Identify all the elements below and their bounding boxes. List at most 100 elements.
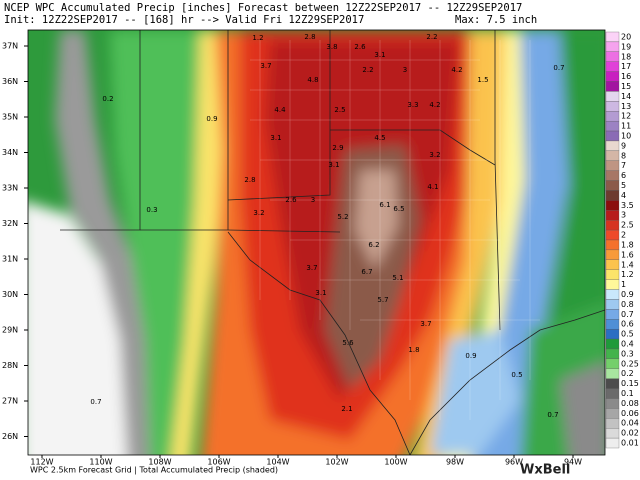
map-value: 2.5 — [334, 106, 345, 114]
colorbar-swatch — [605, 259, 620, 270]
colorbar-label: 5 — [621, 181, 626, 190]
map-value: 3 — [311, 196, 315, 204]
colorbar-label: 17 — [621, 62, 631, 71]
colorbar-label: 0.25 — [621, 359, 639, 368]
colorbar-label: 7 — [621, 161, 626, 170]
map-value: 3.7 — [306, 264, 317, 272]
colorbar-swatch — [605, 418, 620, 429]
map-value: 3.2 — [429, 151, 440, 159]
colorbar-label: 0.15 — [621, 379, 639, 388]
colorbar-label: 0.3 — [621, 349, 634, 358]
colorbar-swatch — [605, 81, 620, 92]
lat-label: 27N — [2, 397, 18, 406]
lat-label: 35N — [2, 113, 18, 122]
colorbar-label: 3.5 — [621, 201, 634, 210]
map-value: 4.2 — [451, 66, 462, 74]
lon-label: 104W — [266, 458, 289, 467]
colorbar-label: 0.5 — [621, 330, 634, 339]
header-line: NCEP WPC Accumulated Precip [inches] For… — [4, 2, 522, 14]
colorbar-swatch — [605, 437, 620, 449]
colorbar-label: 0.08 — [621, 399, 639, 408]
colorbar-label: 20 — [621, 32, 631, 41]
colorbar-label: 3 — [621, 211, 626, 220]
colorbar-swatch — [605, 348, 620, 360]
map-value: 3.1 — [270, 134, 281, 142]
map-value: 2.8 — [244, 176, 255, 184]
map-value: 3.1 — [374, 51, 385, 59]
map-value: 1.8 — [408, 346, 419, 354]
colorbar-label: 12 — [621, 112, 631, 121]
map-value: 6.5 — [393, 205, 404, 213]
colorbar-swatch — [605, 269, 620, 280]
colorbar-swatch — [605, 91, 620, 102]
logo: WxBell — [520, 463, 570, 478]
map-value: 2.6 — [285, 196, 297, 204]
header-line: Init: 12Z22SEP2017 -- [168] hr --> Valid… — [4, 14, 364, 26]
map-value: 0.9 — [206, 115, 217, 123]
colorbar-swatch — [605, 388, 620, 399]
colorbar-label: 1.2 — [621, 270, 634, 279]
colorbar-swatch — [605, 41, 620, 52]
colorbar-label: 6 — [621, 171, 626, 180]
lat-label: 30N — [2, 290, 18, 299]
colorbar-label: 15 — [621, 82, 631, 91]
colorbar-label: 13 — [621, 102, 631, 111]
colorbar-swatch — [605, 170, 620, 181]
map-value: 2.9 — [332, 144, 343, 152]
lat-label: 29N — [2, 326, 18, 335]
lat-label: 28N — [2, 361, 18, 370]
colorbar-label: 0.1 — [621, 389, 634, 398]
colorbar-swatch — [605, 101, 620, 112]
colorbar-label: 18 — [621, 52, 631, 61]
colorbar-swatch — [605, 71, 620, 82]
map-value: 3.2 — [253, 209, 264, 217]
map-value: 5.1 — [392, 274, 403, 282]
map-value: 6.1 — [379, 201, 390, 209]
lon-label: 108W — [148, 458, 171, 467]
map-value: 1.2 — [252, 34, 263, 42]
colorbar-label: 0.7 — [621, 310, 634, 319]
colorbar-swatch — [605, 368, 620, 379]
map-value: 3.7 — [420, 320, 431, 328]
map-value: 3 — [403, 66, 407, 74]
colorbar-label: 4 — [621, 191, 626, 200]
map-value: 3.1 — [328, 161, 339, 169]
colorbar-swatch — [605, 309, 620, 320]
colorbar-swatch — [605, 299, 620, 310]
lon-label: 112W — [30, 458, 53, 467]
colorbar-swatch — [605, 428, 620, 439]
colorbar-swatch — [605, 319, 620, 330]
colorbar-swatch — [605, 190, 620, 201]
colorbar-swatch — [605, 180, 620, 191]
colorbar-swatch — [605, 51, 620, 62]
colorbar-label: 2 — [621, 231, 626, 240]
colorbar-swatch — [605, 358, 620, 369]
colorbar-label: 16 — [621, 72, 631, 81]
lon-label: 98W — [446, 458, 464, 467]
map-value: 2.1 — [341, 405, 352, 413]
colorbar-swatch — [605, 120, 620, 132]
map-value: 4.8 — [307, 76, 318, 84]
map-value: 0.9 — [465, 352, 476, 360]
lat-label: 36N — [2, 77, 18, 86]
map-value: 4.4 — [274, 106, 286, 114]
colorbar-swatch — [605, 150, 620, 161]
map-value: 3.8 — [326, 43, 337, 51]
map-value: 4.5 — [374, 134, 385, 142]
colorbar-label: 0.02 — [621, 429, 639, 438]
lon-label: 100W — [384, 458, 407, 467]
colorbar-label: 1.8 — [621, 240, 634, 249]
lon-label: 94W — [564, 458, 582, 467]
colorbar-label: 11 — [621, 122, 631, 131]
county-lines — [250, 40, 540, 420]
colorbar-label: 1 — [621, 280, 626, 289]
map-value: 0.3 — [146, 206, 157, 214]
lat-label: 26N — [2, 432, 18, 441]
colorbar-label: 0.2 — [621, 369, 634, 378]
colorbar-swatch — [605, 279, 620, 290]
map-value: 1.5 — [477, 76, 488, 84]
precip-field — [28, 30, 605, 455]
colorbar-label: 9 — [621, 141, 626, 150]
header-max: Max: 7.5 inch — [455, 14, 537, 26]
